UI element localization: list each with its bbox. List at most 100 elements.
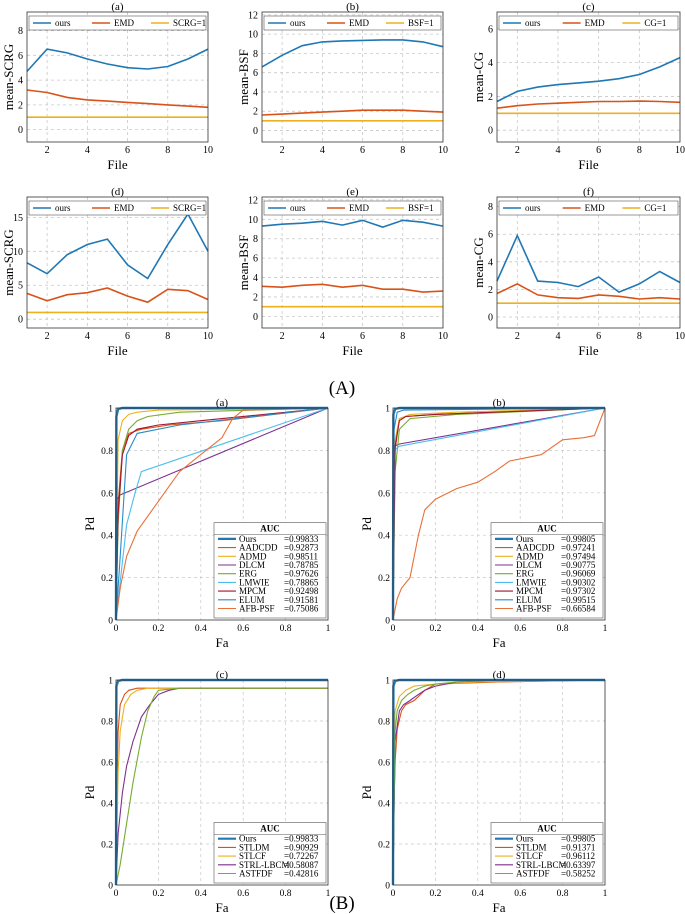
legend-auc-value: =0.99805 [561,834,596,844]
x-axis-label: File [107,343,127,358]
plot-frame [115,679,329,886]
metric-chart-5: 2 4 6 8 10 0 2 4 6 8 (f) File mean-CG ours EMD CG=1 [471,186,685,358]
roc-chart-3: 0 0.2 0.4 0.6 0.8 1 0 0.2 0.4 0.6 0.8 1 (d) Fa Pd AUCOu… [359,669,608,914]
legend-label: ELUM [516,595,542,605]
y-axis-label: Pd [359,517,374,531]
x-tick-label: 0 [114,624,119,634]
roc-chart-0: 0 0.2 0.4 0.6 0.8 1 0 0.2 0.4 0.6 0.8 1 (a) Fa Pd AUCOu… [82,397,331,650]
y-tick-label: 0.8 [101,447,113,457]
legend-label: ours [55,18,71,28]
x-tick-label: 0.8 [557,624,569,634]
y-tick-label: 0.4 [101,532,113,542]
roc-curve-afb-psf [115,407,329,621]
legend-auc-value: =0.72267 [284,851,319,861]
legend-auc-value: =0.91371 [561,842,595,852]
y-axis-label: mean-CG [471,237,486,288]
x-tick-label: 4 [85,145,90,156]
legend-auc-value: =0.42816 [284,869,319,879]
x-tick-label: 2 [515,331,520,342]
legend-label: ASTFDF [239,869,273,879]
x-tick-label: 0.2 [152,624,164,634]
legend-auc-value: =0.66584 [561,604,596,614]
series-line-ours [26,48,209,72]
y-tick-label: 8 [253,234,258,245]
series-line-EMD [496,283,681,300]
y-tick-label: 0.8 [101,718,113,728]
legend-box [498,200,679,216]
legend-label: ours [525,203,541,213]
y-tick-label: 2 [253,292,258,303]
x-tick-label: 0.2 [152,889,164,899]
y-tick-label: 0 [108,882,113,892]
legend-label: EMD [349,18,370,28]
legend-box [498,15,679,31]
x-tick-label: 4 [556,331,561,342]
x-tick-label: 8 [637,145,642,156]
x-tick-label: 10 [675,331,685,342]
legend-auc-value: =0.99515 [561,595,596,605]
legend-label: EMD [114,203,135,213]
y-tick-label: 8 [253,49,258,60]
metric-chart-2: 2 4 6 8 10 0 2 4 6 (c) File mean-CG ours EMD CG=1 [471,1,685,172]
legend-label: EMD [114,18,135,28]
plot-frame [261,196,444,329]
y-axis-label: mean-SCRG [1,229,16,295]
y-tick-label: 0.2 [101,841,113,851]
y-tick-label: 0 [385,882,390,892]
legend-auc-value: =0.58087 [284,860,319,870]
y-tick-label: 0 [108,617,113,627]
x-tick-label: 0.4 [472,624,484,634]
roc-curve-lmwie [115,407,329,621]
legend-label: CG=1 [644,203,666,213]
roc-chart-1: 0 0.2 0.4 0.6 0.8 1 0 0.2 0.4 0.6 0.8 1 (b) Fa Pd AUCOu… [359,397,608,650]
legend-label: STLDM [516,842,547,852]
y-tick-label: 0.8 [378,447,390,457]
plot-frame [26,196,209,329]
y-tick-label: 4 [253,87,258,98]
x-tick-label: 1 [326,889,331,899]
roc-chart-2: 0 0.2 0.4 0.6 0.8 1 0 0.2 0.4 0.6 0.8 1 (c) Fa Pd AUCOu… [82,669,331,914]
y-tick-label: 0.4 [378,800,390,810]
y-tick-label: 6 [488,24,493,35]
y-tick-label: 0.4 [101,800,113,810]
y-tick-label: 0 [18,315,23,326]
legend-box [28,200,207,216]
series-line-ours [496,56,681,103]
x-axis-label: Fa [493,635,506,650]
y-tick-label: 0 [488,126,493,137]
legend-auc-value: =0.90775 [561,560,596,570]
chart-title: (f) [583,186,594,198]
y-tick-label: 0.2 [378,841,390,851]
legend-auc-value: =0.98511 [284,551,318,561]
x-tick-label: 2 [280,331,285,342]
x-tick-label: 8 [400,145,405,156]
x-tick-label: 8 [165,331,170,342]
legend-label: ours [290,18,306,28]
series-line-ours [496,233,681,294]
legend-label: DLCM [239,560,265,570]
legend-label: LMWIE [516,577,547,587]
plot-frame [496,11,681,143]
legend-title: AUC [260,824,280,834]
legend-label: BSF=1 [408,18,434,28]
legend-auc-value: =0.92873 [284,543,319,553]
legend-label: AFB-PSF [239,604,275,614]
y-axis-label: mean-SCRG [1,44,16,110]
roc-curve-mpcm [115,407,329,621]
x-axis-label: File [342,343,362,358]
legend-label: EMD [585,18,606,28]
series-line-ours [261,39,444,68]
legend-label: AADCDD [239,543,278,553]
legend-box [490,822,604,884]
y-tick-label: 4 [488,257,493,268]
x-tick-label: 0.8 [280,624,292,634]
legend-label: AADCDD [516,543,555,553]
y-tick-label: 0 [385,617,390,627]
x-tick-label: 6 [125,331,130,342]
legend-auc-value: =0.97302 [561,586,595,596]
y-tick-label: 2 [18,100,23,111]
x-tick-label: 8 [637,331,642,342]
x-tick-label: 10 [675,145,685,156]
legend-auc-value: =0.75086 [284,604,319,614]
